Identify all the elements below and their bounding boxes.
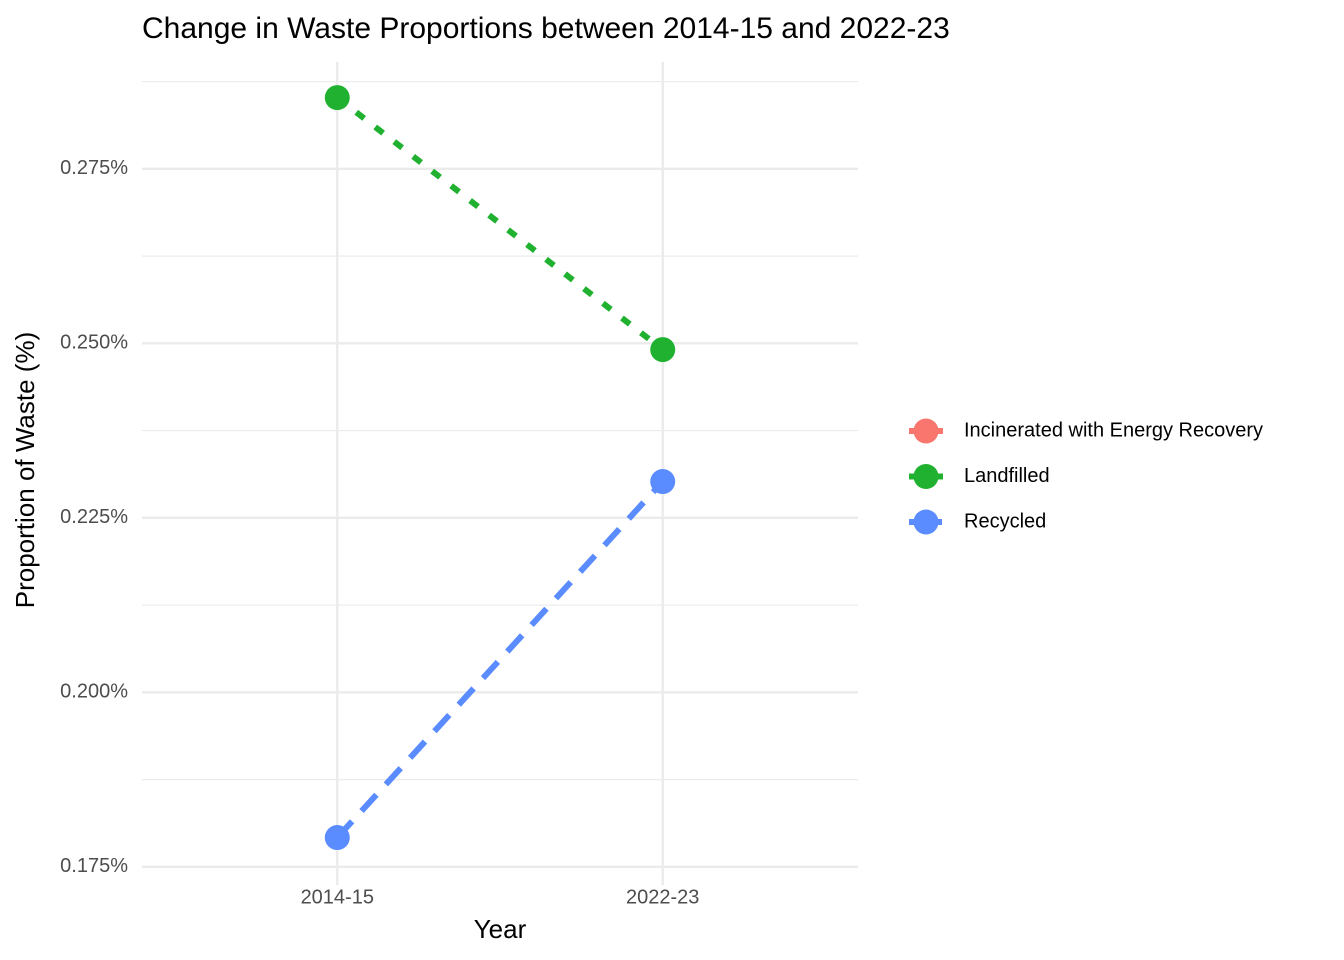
y-tick-label: 0.200% bbox=[60, 681, 128, 703]
y-tick-label: 0.225% bbox=[60, 506, 128, 528]
y-tick-label: 0.275% bbox=[60, 157, 128, 179]
chart-title: Change in Waste Proportions between 2014… bbox=[142, 12, 950, 45]
legend-key-point bbox=[913, 464, 939, 489]
legend-label: Incinerated with Energy Recovery bbox=[964, 419, 1263, 441]
legend-key-point bbox=[913, 509, 939, 535]
series-line bbox=[335, 95, 665, 352]
y-tick-label: 0.250% bbox=[60, 332, 128, 354]
y-axis-label: Proportion of Waste (%) bbox=[10, 332, 40, 608]
data-point bbox=[324, 85, 350, 111]
data-point bbox=[324, 825, 350, 851]
y-tick-label: 0.175% bbox=[60, 855, 128, 877]
legend-label: Landfilled bbox=[964, 465, 1050, 487]
legend-key-point bbox=[913, 418, 939, 444]
x-axis-label: Year bbox=[474, 914, 527, 944]
series-line bbox=[335, 479, 665, 840]
x-tick-label: 2022-23 bbox=[626, 886, 699, 908]
x-tick-label: 2014-15 bbox=[301, 886, 374, 908]
data-point bbox=[650, 337, 676, 363]
data-point bbox=[650, 469, 676, 495]
legend-label: Recycled bbox=[964, 510, 1046, 532]
